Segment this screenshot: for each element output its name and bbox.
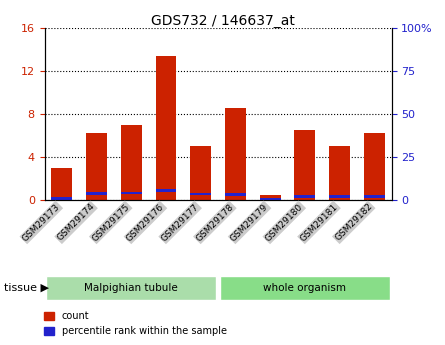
Text: GSM29181: GSM29181	[299, 202, 340, 243]
Legend: count, percentile rank within the sample: count, percentile rank within the sample	[40, 307, 231, 340]
Bar	[295, 130, 315, 200]
Text: GSM29179: GSM29179	[229, 202, 270, 243]
Bar	[86, 193, 107, 195]
Bar	[52, 197, 72, 200]
Bar	[364, 195, 384, 198]
Bar	[329, 146, 350, 200]
Bar	[225, 193, 246, 196]
Bar	[190, 193, 211, 195]
Bar	[86, 133, 107, 200]
Bar	[156, 56, 176, 200]
Bar	[190, 146, 211, 200]
Text: GSM29180: GSM29180	[264, 202, 305, 243]
Bar	[295, 195, 315, 198]
Bar	[225, 108, 246, 200]
Bar	[329, 195, 350, 198]
Bar	[121, 125, 142, 200]
Bar	[156, 189, 176, 192]
Text: GSM29173: GSM29173	[21, 202, 62, 243]
Bar	[260, 195, 280, 200]
Text: whole organism: whole organism	[263, 283, 346, 293]
Text: GSM29174: GSM29174	[56, 202, 97, 243]
Text: GSM29178: GSM29178	[194, 202, 235, 243]
Bar	[52, 168, 72, 200]
Text: tissue ▶: tissue ▶	[4, 283, 49, 293]
Bar	[364, 133, 384, 200]
FancyBboxPatch shape	[220, 276, 390, 300]
Text: GDS732 / 146637_at: GDS732 / 146637_at	[150, 14, 295, 28]
Text: GSM29177: GSM29177	[160, 202, 201, 243]
Bar	[121, 192, 142, 194]
FancyBboxPatch shape	[46, 276, 216, 300]
Text: Malpighian tubule: Malpighian tubule	[85, 283, 178, 293]
Text: GSM29182: GSM29182	[333, 202, 374, 243]
Bar	[260, 198, 280, 201]
Text: GSM29175: GSM29175	[90, 202, 131, 243]
Text: GSM29176: GSM29176	[125, 202, 166, 243]
